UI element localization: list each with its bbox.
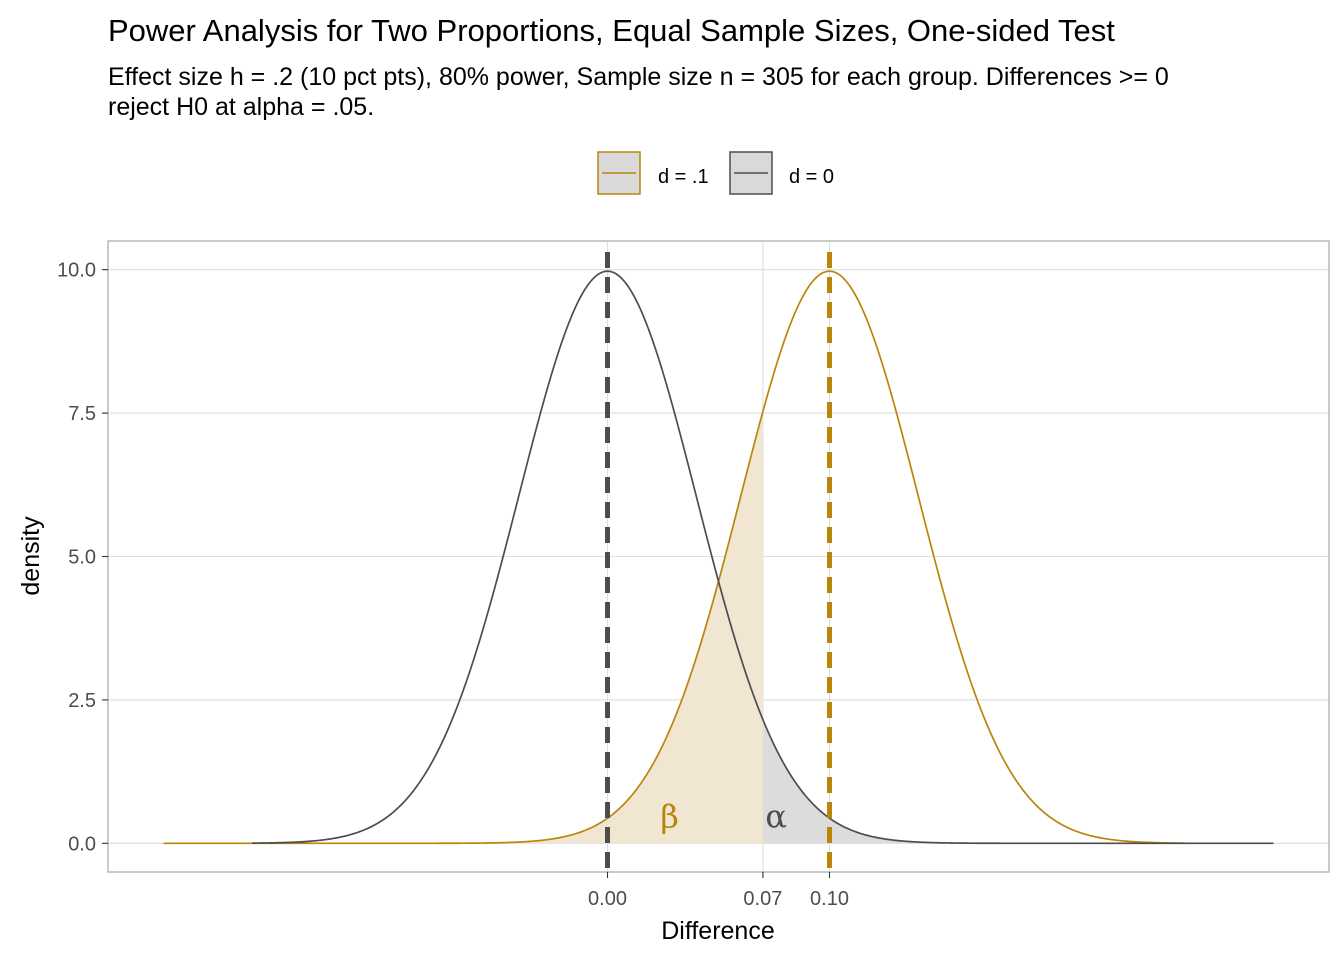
legend-label-d-0: d = 0 — [789, 166, 834, 188]
legend-item-d-01: d = .1 — [597, 151, 709, 195]
shaded-area-d-0 — [762, 719, 1274, 844]
density-curve-d-0 — [252, 270, 1274, 845]
y-tick-label-3: 7.5 — [68, 403, 96, 425]
y-tick-label-1: 2.5 — [68, 690, 96, 712]
chart-subtitle-line-2: reject H0 at alpha = .05. — [108, 93, 374, 121]
y-axis-ticks: 0.0 2.5 5.0 7.5 10.0 — [57, 260, 108, 855]
shaded-label-d-1: β — [660, 798, 679, 836]
y-tick-label-2: 5.0 — [68, 547, 96, 569]
legend-label-d-01: d = .1 — [658, 166, 709, 188]
shaded-areas — [163, 411, 1274, 844]
x-tick-label-2: 0.10 — [810, 888, 849, 910]
density-curve-d-1 — [163, 270, 1185, 845]
density-curves — [163, 270, 1274, 845]
chart-title: Power Analysis for Two Proportions, Equa… — [108, 13, 1115, 48]
y-tick-label-0: 0.0 — [68, 833, 96, 855]
x-axis-title: Difference — [661, 917, 775, 945]
shaded-area-d-1 — [163, 411, 763, 844]
x-tick-label-1: 0.07 — [743, 888, 782, 910]
shaded-label-d-0: α — [765, 798, 787, 836]
mean-lines — [605, 252, 832, 872]
chart-subtitle-line-1: Effect size h = .2 (10 pct pts), 80% pow… — [108, 63, 1169, 91]
x-tick-label-0: 0.00 — [588, 888, 627, 910]
y-axis-title: density — [17, 516, 45, 596]
y-tick-label-4: 10.0 — [57, 260, 96, 282]
legend-item-d-0: d = 0 — [729, 151, 834, 195]
legend: d = .1 d = 0 — [597, 151, 834, 195]
x-axis-ticks: 0.00 0.07 0.10 — [588, 872, 849, 910]
